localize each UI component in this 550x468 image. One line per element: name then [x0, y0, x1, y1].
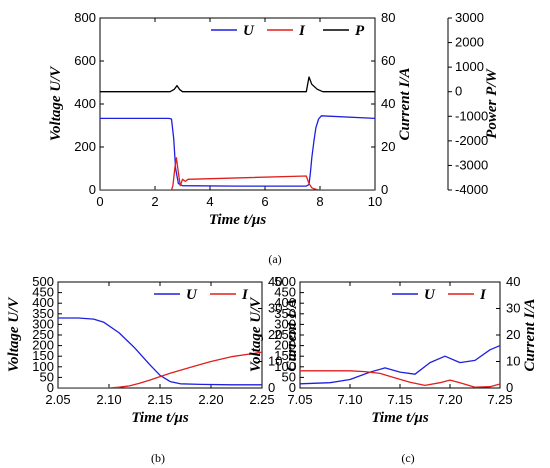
y-right-tick-label: 40 [268, 274, 282, 289]
y-right-tick-label: 40 [381, 96, 395, 111]
y-left-tick-label: 0 [47, 380, 54, 395]
legend-label-I: I [241, 287, 249, 303]
plot-frame [99, 17, 376, 191]
y-left-tick-label: 150 [274, 348, 296, 363]
y-left-tick-label: 300 [32, 316, 54, 331]
y-left-tick-label: 600 [74, 53, 96, 68]
y-right-tick-label: 30 [268, 301, 282, 316]
x-tick-label: 7.20 [437, 392, 462, 407]
y-left-tick-label: 200 [274, 338, 296, 353]
y-left-tick-label: 200 [74, 139, 96, 154]
y-left-tick-label: 500 [32, 274, 54, 289]
x-tick-label: 6 [261, 194, 268, 209]
x-tick-label: 2.10 [96, 392, 121, 407]
y-left-tick-label: 400 [32, 295, 54, 310]
series-line-I [100, 157, 375, 190]
x-tick-label: 7.25 [487, 392, 512, 407]
y-right-tick-label: 0 [506, 380, 513, 395]
y-right2-tick-label: 0 [455, 84, 462, 99]
x-tick-label: 2.25 [249, 392, 274, 407]
legend-label-U: U [186, 287, 198, 303]
y-left-tick-label: 100 [32, 359, 54, 374]
y-left-tick-label: 350 [274, 306, 296, 321]
x-axis-label: Time t/μs [131, 410, 189, 426]
series-line-U [300, 345, 500, 385]
x-tick-label: 10 [368, 194, 382, 209]
x-tick-label: 7.15 [387, 392, 412, 407]
y-right-tick-label: 30 [506, 301, 520, 316]
y-left-tick-label: 250 [32, 327, 54, 342]
y-left-tick-label: 250 [274, 327, 296, 342]
x-tick-label: 4 [206, 194, 213, 209]
y-right-axis-label: Current I/A [397, 68, 413, 141]
y-right-axis-label: Current I/A [284, 299, 300, 372]
y-right-tick-label: 10 [268, 354, 282, 369]
y-right-tick-label: 0 [381, 182, 388, 197]
x-tick-label: 2.20 [198, 392, 223, 407]
y-right-tick-label: 20 [268, 327, 282, 342]
y-right-tick-label: 40 [506, 274, 520, 289]
y-right2-tick-label: 1000 [455, 59, 484, 74]
x-tick-label: 2.05 [45, 392, 70, 407]
x-axis-label: Time t/μs [209, 212, 267, 228]
series-line-P [100, 76, 375, 93]
y-right-tick-label: 60 [381, 53, 395, 68]
x-tick-label: 0 [96, 194, 103, 209]
y-left-tick-label: 400 [74, 96, 96, 111]
y-left-tick-label: 300 [274, 316, 296, 331]
y-right2-tick-label: -1000 [455, 108, 488, 123]
x-tick-label: 7.10 [337, 392, 362, 407]
y-left-tick-label: 50 [40, 369, 54, 384]
y-right2-tick-label: 3000 [455, 10, 484, 25]
panel-label-c: (c) [401, 451, 414, 465]
y-left-tick-label: 400 [274, 295, 296, 310]
x-tick-label: 2.15 [147, 392, 172, 407]
legend-label-U: U [424, 287, 436, 303]
panel-label-a: (a) [268, 252, 281, 266]
plot-frame [57, 281, 263, 389]
y-left-tick-label: 500 [274, 274, 296, 289]
series-line-I [300, 370, 500, 388]
panel-label-b: (b) [151, 451, 165, 465]
y-left-tick-label: 50 [282, 369, 296, 384]
legend-label-I: I [479, 287, 487, 303]
y-left-tick-label: 350 [32, 306, 54, 321]
chart-panel-a: 0 2 4 6 8 100200400600800020406080-4000-3000-… [48, 10, 500, 228]
y-right-tick-label: 20 [381, 139, 395, 154]
y-right2-tick-label: -4000 [455, 182, 488, 197]
series-line-U [58, 317, 262, 386]
y-right-tick-label: 20 [506, 327, 520, 342]
x-tick-label: 7.05 [287, 392, 312, 407]
chart-panel-c: 7.05 7.10 7.15 7.20 7.2505010015020025030035… [248, 274, 538, 426]
y-right-tick-label: 0 [268, 380, 275, 395]
y-left-tick-label: 100 [274, 359, 296, 374]
y-left-tick-label: 200 [32, 338, 54, 353]
series-line-I [58, 351, 262, 388]
y-right2-tick-label: 2000 [455, 35, 484, 50]
x-axis-label: Time t/μs [371, 410, 429, 426]
y-left-tick-label: 450 [32, 285, 54, 300]
x-tick-label: 8 [316, 194, 323, 209]
y-left-tick-label: 0 [89, 182, 96, 197]
x-tick-label: 2 [151, 194, 158, 209]
y-left-tick-label: 150 [32, 348, 54, 363]
legend-label-I: I [298, 23, 306, 39]
legend-label-U: U [243, 23, 255, 39]
y-left-axis-label: Voltage U/V [6, 296, 22, 373]
y-right2-tick-label: -3000 [455, 157, 488, 172]
y-left-tick-label: 800 [74, 10, 96, 25]
y-left-tick-label: 0 [289, 380, 296, 395]
y-right-axis-label: Current I/A [522, 299, 538, 372]
legend-label-P: P [355, 23, 365, 39]
y-left-axis-label: Voltage U/V [48, 65, 64, 142]
y-left-axis-label: Voltage U/V [248, 296, 264, 373]
chart-panel-b: 2.05 2.10 2.15 2.20 2.2505010015020025030035… [6, 274, 300, 426]
y-right-tick-label: 10 [506, 354, 520, 369]
y-right-tick-label: 80 [381, 10, 395, 25]
y-right2-axis-label: Power P/W [484, 68, 500, 139]
series-line-U [100, 115, 375, 187]
y-right2-tick-label: -2000 [455, 133, 488, 148]
y-left-tick-label: 450 [274, 285, 296, 300]
